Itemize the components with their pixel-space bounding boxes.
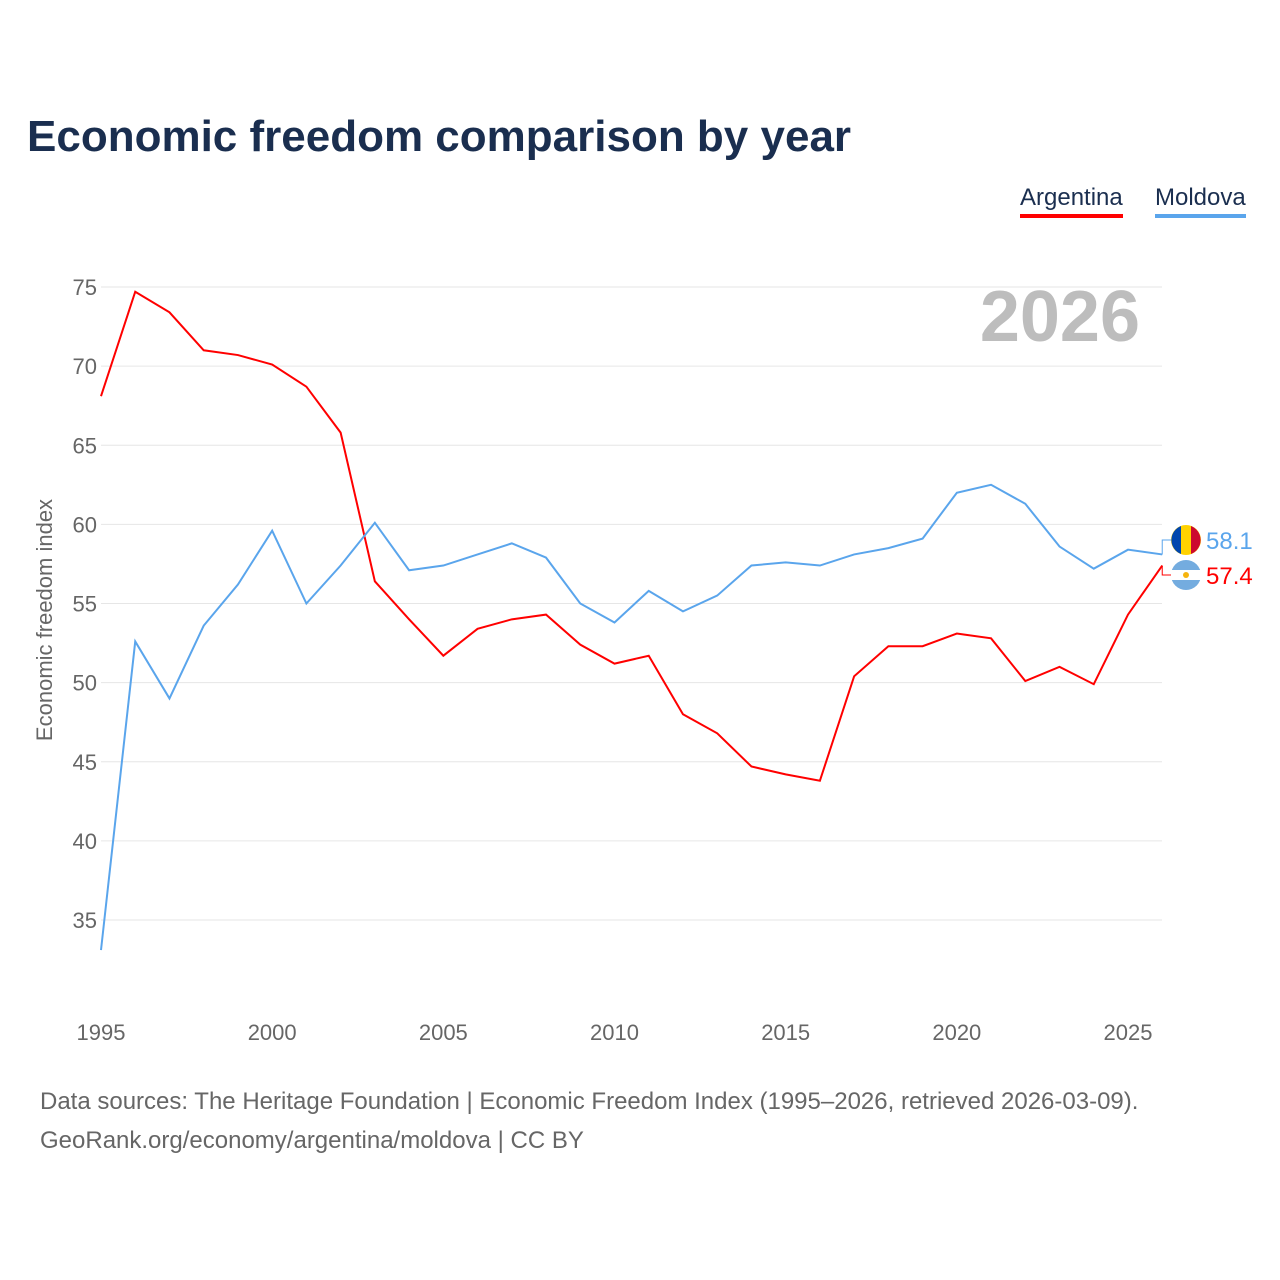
chart-title: Economic freedom comparison by year [27, 112, 852, 161]
y-tick-label: 40 [73, 829, 97, 854]
legend-moldova[interactable]: Moldova [1155, 184, 1246, 218]
line-chart: 35 40 45 50 55 60 65 70 75 1995 2000 2005 2010 2015 20… [32, 275, 1253, 1045]
x-tick-label: 2020 [932, 1020, 981, 1045]
x-tick-label: 2010 [590, 1020, 639, 1045]
end-label-connector [1161, 565, 1172, 576]
end-value-label: 57.4 [1206, 563, 1253, 590]
x-tick-label: 2015 [761, 1020, 810, 1045]
flag-sun [1183, 572, 1189, 578]
end-label-connector [1161, 539, 1172, 555]
footer-sources: Data sources: The Heritage Foundation | … [40, 1088, 1139, 1115]
x-tick-label: 2025 [1104, 1020, 1153, 1045]
y-tick-label: 55 [73, 592, 97, 617]
y-tick-label: 60 [73, 512, 97, 537]
legend-argentina[interactable]: Argentina [1020, 184, 1123, 218]
y-axis-label: Economic freedom index [32, 499, 57, 741]
end-value-label: 58.1 [1206, 528, 1253, 555]
y-tick-label: 45 [73, 750, 97, 775]
series-line-argentina [100, 290, 1164, 782]
y-tick-label: 70 [73, 354, 97, 379]
flag-stripe [1191, 526, 1201, 554]
series-line-moldova [100, 483, 1163, 951]
y-tick-label: 50 [73, 671, 97, 696]
y-tick-label: 65 [73, 433, 97, 458]
x-tick-label: 2000 [248, 1020, 297, 1045]
x-tick-label: 2005 [419, 1020, 468, 1045]
flag-stripe [1171, 526, 1181, 554]
year-watermark: 2026 [980, 277, 1140, 357]
y-tick-label: 75 [73, 275, 97, 300]
footer-link[interactable]: GeoRank.org/economy/argentina/moldova | … [40, 1127, 584, 1154]
x-tick-label: 1995 [77, 1020, 126, 1045]
y-tick-label: 35 [73, 908, 97, 933]
